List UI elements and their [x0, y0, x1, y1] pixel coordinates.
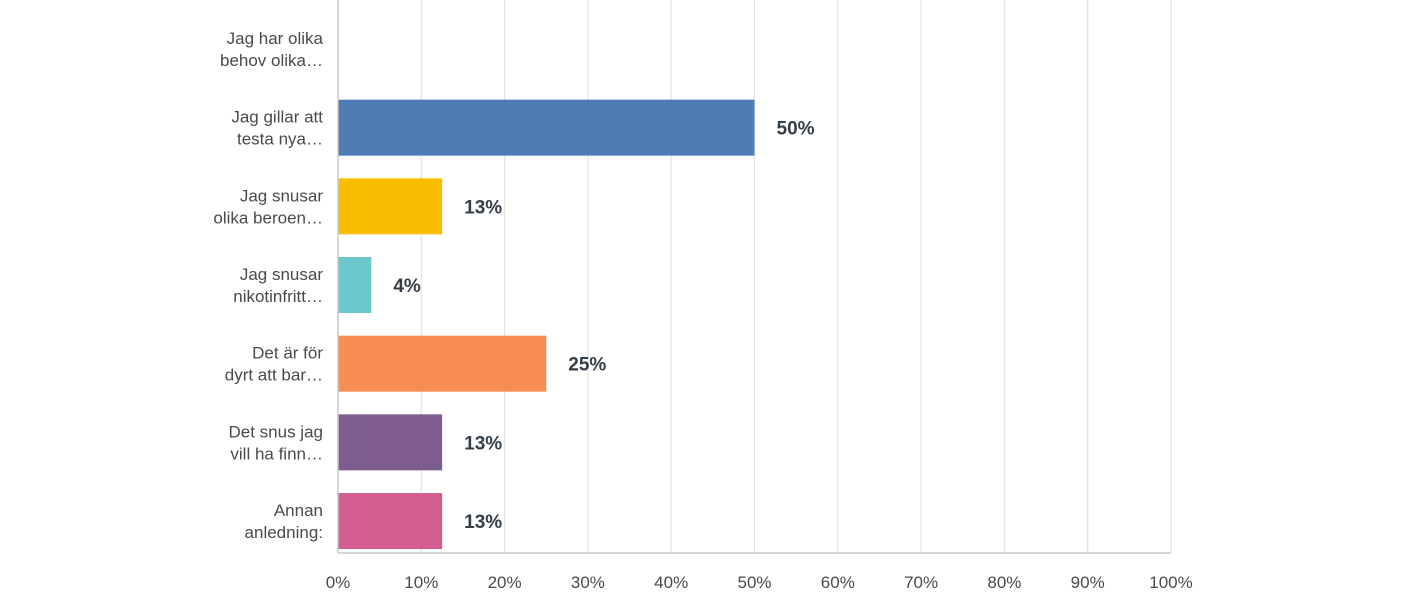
data-label: 13%: [464, 512, 502, 533]
x-tick-label: 0%: [326, 573, 351, 592]
x-tick-label: 90%: [1071, 573, 1105, 592]
axes: [337, 0, 1171, 554]
data-label: 50%: [777, 119, 815, 140]
x-tick-label: 60%: [821, 573, 855, 592]
category-label: Jag snusar: [240, 186, 323, 205]
category-label: Det snus jag: [229, 422, 324, 441]
category-label: olika beroen…: [213, 208, 323, 227]
labels: 0% 10% 20% 30% 40% 50% 60% 70% 80% 90% 100% Jag har…: [213, 29, 1192, 592]
category-label: anledning:: [245, 523, 323, 542]
bar: [338, 178, 443, 235]
category-label: dyrt att bar…: [225, 366, 323, 385]
bar: [338, 335, 547, 392]
category-label: Jag har olika: [227, 29, 324, 48]
bar: [338, 99, 755, 156]
bar: [338, 257, 372, 314]
data-label: 13%: [464, 433, 502, 454]
x-tick-label: 10%: [404, 573, 438, 592]
x-tick-label: 30%: [571, 573, 605, 592]
x-tick-label: 70%: [904, 573, 938, 592]
data-label: 25%: [568, 355, 606, 376]
category-label: vill ha finn…: [230, 444, 323, 463]
x-tick-label: 50%: [737, 573, 771, 592]
x-tick-label: 20%: [488, 573, 522, 592]
data-label: 13%: [464, 197, 502, 218]
category-label: Jag snusar: [240, 265, 323, 284]
x-tick-label: 100%: [1149, 573, 1192, 592]
category-label: Det är för: [252, 344, 323, 363]
category-label: Jag gillar att: [231, 108, 323, 127]
gridlines: [420, 0, 1172, 553]
bar: [338, 414, 443, 471]
x-tick-label: 80%: [987, 573, 1021, 592]
category-label: nikotinfritt…: [233, 287, 323, 306]
category-label: behov olika…: [220, 51, 323, 70]
category-label: testa nya…: [237, 130, 323, 149]
category-label: Annan: [274, 501, 323, 520]
x-tick-label: 40%: [654, 573, 688, 592]
data-label: 4%: [393, 276, 421, 297]
bar: [338, 493, 443, 550]
bars: [338, 99, 755, 550]
